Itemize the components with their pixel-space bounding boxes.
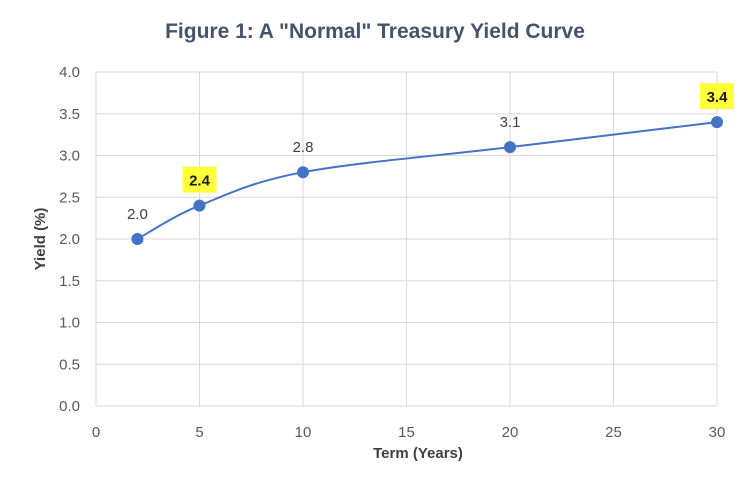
- y-axis-title: Yield (%): [32, 208, 49, 271]
- x-axis-ticks: 0 5 10 15 20 25 30: [92, 424, 726, 441]
- data-label: 2.4: [189, 173, 211, 190]
- y-tick-label: 3.5: [59, 106, 80, 123]
- y-tick-label: 1.5: [59, 273, 80, 290]
- x-tick-label: 0: [92, 424, 100, 441]
- y-axis-ticks: 0.0 0.5 1.0 1.5 2.0 2.5 3.0 3.5 4.0: [59, 64, 80, 415]
- x-tick-label: 25: [605, 424, 622, 441]
- x-tick-label: 30: [709, 424, 726, 441]
- data-point: [297, 166, 309, 179]
- data-point: [711, 116, 723, 129]
- y-tick-label: 4.0: [59, 64, 80, 81]
- highlight-box: [182, 166, 217, 193]
- x-tick-label: 5: [195, 424, 203, 441]
- x-tick-label: 20: [502, 424, 519, 441]
- data-point: [504, 141, 516, 154]
- highlight-box: [700, 83, 734, 110]
- data-label: 3.1: [500, 114, 521, 131]
- data-point: [131, 233, 144, 245]
- gridlines: [95, 71, 718, 407]
- data-label: 3.4: [707, 89, 729, 106]
- x-axis-title: Term (Years): [373, 445, 463, 462]
- data-labels: 2.0 2.4 2.8 3.1 3.4: [127, 83, 734, 223]
- data-label: 2.0: [127, 206, 148, 223]
- y-tick-label: 2.0: [59, 231, 80, 248]
- y-tick-label: 0.5: [59, 356, 80, 373]
- data-points: [131, 116, 723, 245]
- series-line: [136, 121, 718, 240]
- y-tick-label: 3.0: [59, 148, 80, 165]
- data-point: [193, 199, 206, 212]
- x-tick-label: 10: [295, 424, 312, 441]
- y-tick-label: 0.0: [59, 398, 80, 415]
- data-label: 2.8: [293, 139, 314, 156]
- chart-title: Figure 1: A "Normal" Treasury Yield Curv…: [165, 20, 585, 43]
- y-tick-label: 2.5: [59, 189, 80, 206]
- y-tick-label: 1.0: [59, 315, 80, 332]
- x-tick-label: 15: [398, 424, 415, 441]
